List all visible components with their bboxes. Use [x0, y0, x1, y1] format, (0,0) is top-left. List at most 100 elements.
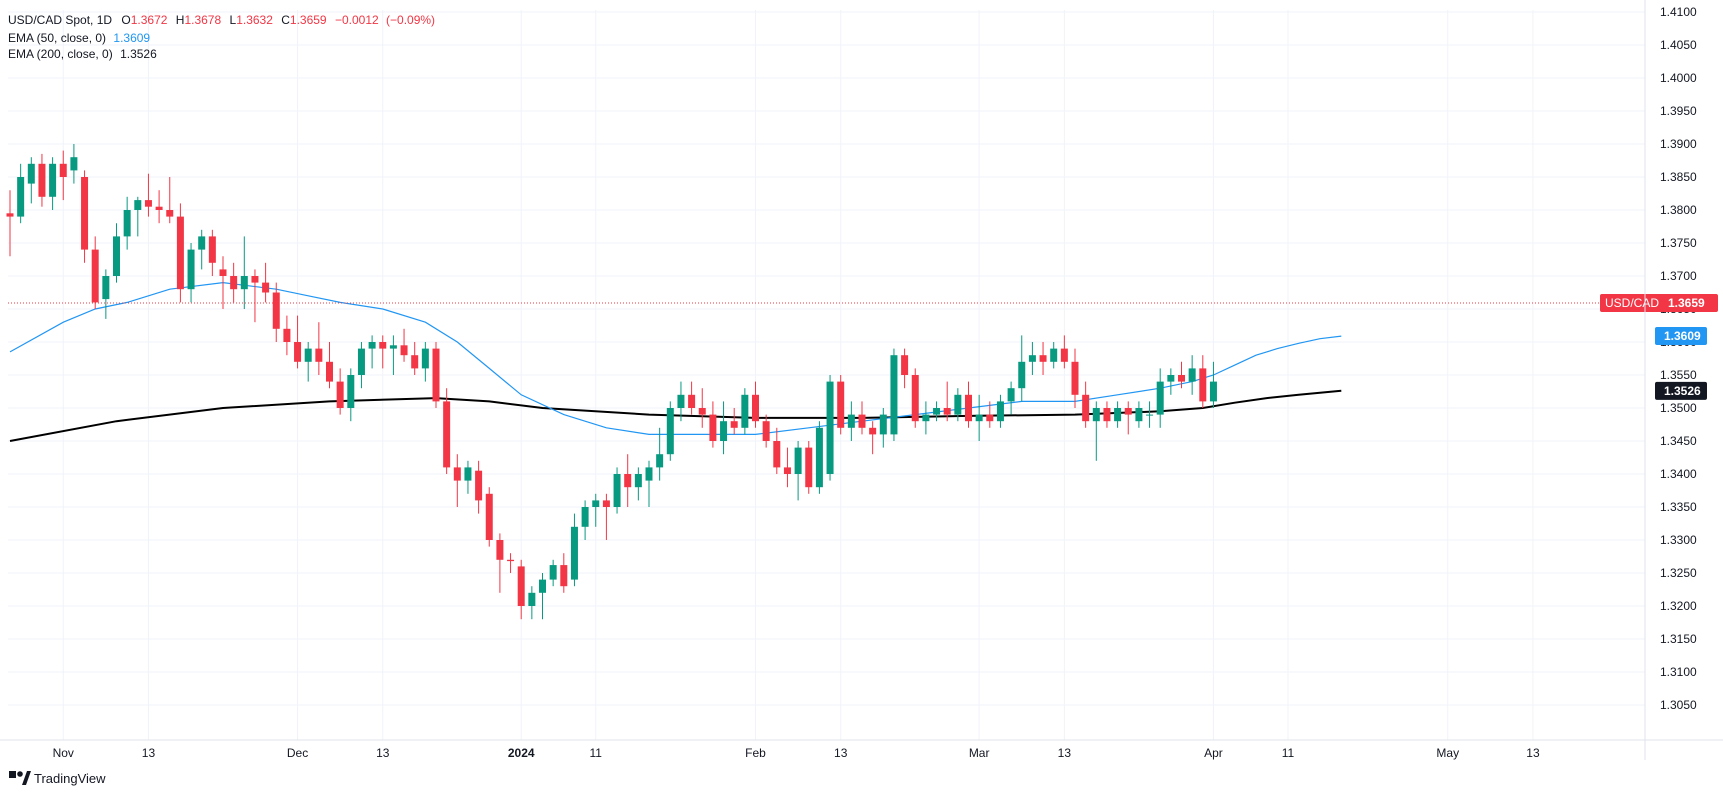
candle	[624, 454, 632, 507]
time-tick-label: 13	[834, 746, 848, 760]
candle	[336, 368, 344, 415]
candle-body	[901, 355, 909, 375]
candle	[294, 315, 302, 369]
candle-body	[219, 269, 227, 276]
candle	[453, 454, 461, 507]
price-tick-label: 1.3300	[1660, 533, 1697, 547]
candle-body	[1146, 414, 1154, 416]
candle-body	[432, 348, 440, 402]
price-axis[interactable]: 1.4100 1.4050 1.4000 1.3950 1.3900 1.3850 1.38…	[1600, 0, 1723, 760]
ema-200-value: 1.3526	[120, 47, 157, 61]
candle	[1178, 361, 1185, 389]
candle-body	[475, 470, 483, 501]
candle-body	[166, 210, 174, 217]
legend-ema-50[interactable]: EMA (50, close, 0) 1.3609	[8, 31, 150, 45]
candle-body	[27, 163, 35, 184]
candle-body	[134, 200, 142, 210]
ohlc-close: 1.3659	[290, 13, 327, 27]
candle	[688, 381, 696, 415]
price-tick-label: 1.4050	[1660, 38, 1697, 52]
candle	[943, 381, 951, 422]
ema-50-price-value: 1.3609	[1664, 329, 1701, 343]
candle	[464, 460, 472, 494]
candle-body	[38, 163, 46, 197]
price-tick-label: 1.3400	[1660, 467, 1697, 481]
time-tick-label: Dec	[287, 746, 308, 760]
candle	[91, 236, 99, 309]
candle-body	[208, 236, 216, 263]
tradingview-logo-icon	[9, 771, 31, 785]
time-tick-label: 11	[1282, 746, 1295, 760]
ohlc-high: 1.3678	[184, 13, 221, 27]
ohlc-change-pct: (−0.09%)	[386, 13, 435, 27]
candle-body	[975, 414, 983, 422]
candle-body	[336, 381, 344, 408]
price-tick-label: 1.3350	[1660, 500, 1697, 514]
candle	[421, 342, 429, 382]
candle	[70, 144, 78, 184]
candle-body	[176, 216, 184, 290]
ema-50-value: 1.3609	[113, 31, 150, 45]
candle	[794, 441, 802, 501]
candle	[570, 513, 578, 587]
candle-body	[102, 276, 110, 300]
candle-body	[70, 157, 78, 171]
candle-body	[624, 474, 632, 488]
candle-body	[347, 375, 355, 408]
candle	[134, 196, 142, 237]
candle-body	[1071, 361, 1079, 395]
price-tick-label: 1.3200	[1660, 599, 1697, 613]
time-tick-label: 2024	[508, 746, 535, 760]
candle-body	[6, 213, 14, 217]
ohlc-low: 1.3632	[236, 13, 273, 27]
price-tick-label: 1.3250	[1660, 566, 1697, 580]
candle	[432, 342, 440, 408]
candle	[890, 348, 898, 441]
time-tick-label: Feb	[745, 746, 766, 760]
candle-body	[283, 328, 291, 342]
candle	[315, 322, 323, 375]
candle-body	[634, 474, 642, 488]
candle-body	[379, 342, 387, 349]
candle	[1007, 381, 1015, 415]
candle	[1060, 335, 1068, 369]
candle	[443, 388, 451, 474]
candle	[155, 190, 163, 224]
last-price-label[interactable]: USD/CAD 1.3659	[1600, 294, 1718, 313]
candle	[560, 553, 568, 593]
time-tick-label: May	[1436, 746, 1459, 760]
ema-50-price-label: 1.3609	[1655, 327, 1707, 346]
candle-body	[709, 414, 717, 441]
candle	[1050, 342, 1058, 369]
time-axis[interactable]: Nov 13 Dec 13 2024 11 Feb 13 Mar 13 Apr 11 May 13	[0, 0, 1723, 760]
tradingview-logo[interactable]: TradingView	[9, 771, 106, 786]
candle-body	[549, 565, 557, 580]
candle	[1114, 401, 1122, 428]
candle	[144, 173, 152, 217]
candle	[698, 388, 706, 428]
candle	[411, 342, 419, 375]
ohlc-change: −0.0012	[335, 13, 379, 27]
candle	[826, 375, 834, 481]
ema-200-layer	[9, 389, 1342, 442]
candle-body	[911, 375, 919, 422]
candle-body	[762, 421, 770, 441]
candle-body	[656, 454, 664, 468]
candle-body	[496, 540, 504, 560]
ema-200-line	[9, 389, 1342, 442]
candle	[528, 586, 536, 620]
candle	[1103, 401, 1111, 428]
candle-body	[933, 408, 941, 415]
candle	[347, 368, 355, 422]
candles-layer	[6, 144, 1217, 620]
candle	[815, 421, 823, 494]
candle	[6, 190, 14, 257]
grid-lines	[8, 10, 1645, 740]
candle	[677, 381, 685, 422]
candle	[38, 153, 46, 207]
ema-200-price-value: 1.3526	[1664, 384, 1701, 398]
candle-body	[869, 427, 877, 435]
candle-body	[922, 414, 930, 422]
legend-ema-200[interactable]: EMA (200, close, 0) 1.3526	[8, 47, 157, 61]
